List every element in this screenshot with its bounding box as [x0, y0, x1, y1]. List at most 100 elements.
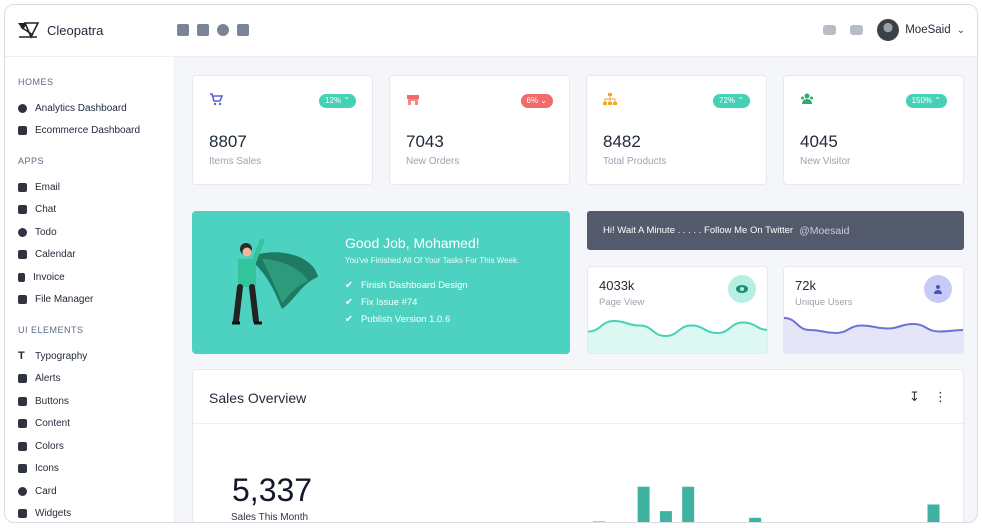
card-icon — [18, 486, 27, 496]
sidebar-item-todo[interactable]: Todo — [5, 221, 174, 244]
congrats-card: Good Job, Mohamed! You've Finished All O… — [192, 211, 570, 354]
sales-overview-card: Sales Overview ↧ ⋮ 5,337 Sales This Mont… — [192, 369, 964, 522]
sidebar-item-label: Card — [35, 485, 57, 497]
sidebar-item-label: Invoice — [33, 271, 65, 283]
logo-icon — [18, 22, 39, 39]
sidebar-section-title: UI ELEMENTS — [18, 325, 84, 335]
inbox-icon[interactable] — [177, 24, 189, 36]
sidebar-item-chat[interactable]: Chat — [5, 199, 174, 222]
sidebar-item-label: Ecommerce Dashboard — [35, 125, 141, 137]
sidebar-item-label: Email — [35, 181, 61, 193]
chart-pie-icon — [18, 103, 27, 113]
status-badge: 12% ⌃ — [319, 94, 356, 108]
twitter-text: Hi! Wait A Minute . . . . . Follow Me On… — [603, 225, 794, 236]
sidebar-item-buttons[interactable]: Buttons — [5, 390, 174, 413]
store-icon — [407, 95, 419, 105]
sitemap-icon — [603, 93, 617, 105]
main-content: 12% ⌃ 8807 Items Sales 6% ⌄ 7043 New Ord… — [176, 57, 977, 522]
stat-label: Total Products — [603, 156, 667, 167]
list-item: ✔ Publish Version 1.0.6 — [345, 314, 451, 325]
chevron-down-icon: ⌄ — [956, 24, 965, 36]
sales-bar — [659, 511, 672, 522]
sidebar-item-label: Analytics Dashboard — [35, 102, 127, 114]
stat-label: Unique Users — [795, 297, 853, 308]
sidebar-item-icons[interactable]: Icons — [5, 458, 174, 481]
chat-icon — [18, 205, 27, 215]
sparkline-line — [784, 317, 963, 335]
text-icon: T — [18, 349, 25, 362]
task-list: ✔ Finish Dashboard Design ✔ Fix Issue #74 … — [345, 277, 468, 328]
file-invoice-icon — [18, 272, 25, 282]
sales-bar — [682, 486, 695, 522]
superhero-illustration — [232, 238, 318, 325]
stat-card-new-orders: 6% ⌄ 7043 New Orders — [389, 75, 570, 185]
sidebar-item-label: Alerts — [35, 373, 61, 385]
unique-users-sparkline — [784, 317, 963, 353]
section-title: Sales Overview — [209, 390, 307, 406]
app-window: Cleopatra MoeSaid ⌄ HOMES Analytics Dash… — [4, 4, 978, 523]
divider — [193, 423, 963, 424]
stat-card-new-visitor: 150% ⌃ 4045 New Visitor — [783, 75, 964, 185]
sidebar-item-alerts[interactable]: Alerts — [5, 368, 174, 391]
calendar-icon[interactable] — [237, 24, 249, 36]
user-name: MoeSaid — [905, 24, 951, 36]
sidebar-item-label: File Manager — [35, 294, 94, 306]
sidebar-item-ecommerce-dashboard[interactable]: Ecommerce Dashboard — [5, 120, 174, 143]
sidebar-item-email[interactable]: Email — [5, 176, 174, 199]
check-icon: ✔ — [345, 297, 353, 308]
sidebar-item-label: Typography — [35, 350, 88, 362]
stat-value: 4033k — [599, 278, 635, 293]
stat-card-total-products: 72% ⌃ 8482 Total Products — [586, 75, 767, 185]
stat-label: New Visitor — [800, 156, 851, 167]
app-logo[interactable]: Cleopatra — [17, 21, 103, 39]
notifications-icon[interactable] — [850, 25, 864, 35]
user-menu[interactable]: MoeSaid ⌄ — [877, 19, 965, 41]
sidebar-item-file-manager[interactable]: File Manager — [5, 289, 174, 312]
congrats-title: Good Job, Mohamed! — [345, 235, 480, 251]
sidebar-item-card[interactable]: Card — [5, 480, 174, 503]
sidebar-item-label: Todo — [35, 226, 57, 238]
folder-icon — [18, 295, 27, 305]
sales-bar — [593, 521, 605, 522]
stat-label: Page View — [599, 297, 645, 308]
check-icon[interactable] — [217, 24, 229, 36]
sidebar-item-label: Buttons — [35, 395, 69, 407]
page-view-sparkline — [588, 319, 767, 353]
sidebar-item-colors[interactable]: Colors — [5, 435, 174, 458]
collapse-icon[interactable]: ↧ — [909, 389, 920, 404]
sparkline-area — [588, 321, 767, 353]
hand-pointer-icon — [18, 396, 27, 406]
twitter-handle-link[interactable]: @Moesaid — [799, 224, 850, 237]
list-item: ✔ Fix Issue #74 — [345, 297, 418, 308]
check-icon: ✔ — [345, 314, 353, 325]
sidebar-section-title: HOMES — [18, 77, 54, 87]
stat-value: 8482 — [603, 132, 641, 151]
calendar-icon — [18, 250, 27, 260]
cart-icon — [18, 126, 27, 136]
sidebar-item-widgets[interactable]: Widgets — [5, 503, 174, 523]
stat-value: 4045 — [800, 132, 838, 151]
avatar — [877, 19, 900, 41]
sidebar-item-label: Calendar — [35, 249, 76, 261]
sidebar-item-analytics-dashboard[interactable]: Analytics Dashboard — [5, 97, 174, 120]
more-options-icon[interactable]: ⋮ — [934, 389, 947, 404]
sparkline-area — [784, 318, 963, 353]
messages-icon[interactable] — [823, 25, 837, 35]
sidebar-item-label: Widgets — [35, 508, 72, 520]
swatch-icon — [18, 441, 27, 451]
stat-value: 7043 — [406, 132, 444, 151]
users-icon — [801, 93, 813, 104]
stat-value: 72k — [795, 278, 816, 293]
widgets-icon — [18, 509, 27, 519]
sidebar-item-invoice[interactable]: Invoice — [5, 266, 174, 289]
chat-icon[interactable] — [197, 24, 209, 36]
sidebar-item-content[interactable]: Content — [5, 413, 174, 436]
sidebar-item-label: Icons — [35, 463, 59, 475]
eye-icon — [728, 275, 756, 303]
list-item: ✔ Finish Dashboard Design — [345, 280, 468, 291]
app-name: Cleopatra — [47, 22, 104, 38]
twitter-banner: Hi! Wait A Minute . . . . . Follow Me On… — [587, 211, 964, 250]
sidebar-item-calendar[interactable]: Calendar — [5, 244, 174, 267]
sidebar-section-title: APPS — [18, 156, 45, 166]
sidebar-item-typography[interactable]: T Typography — [5, 345, 174, 368]
